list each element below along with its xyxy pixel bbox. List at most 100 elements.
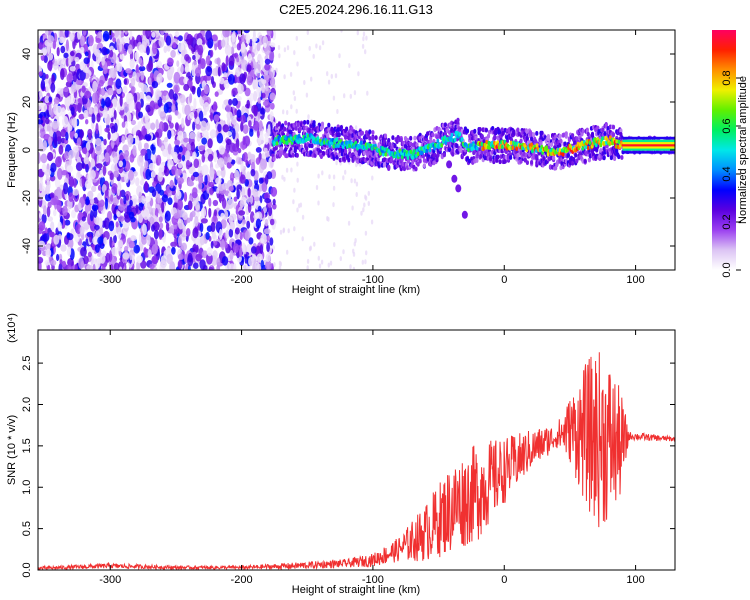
heatmap-cell xyxy=(81,85,86,93)
heatmap-cell xyxy=(269,92,276,101)
heatmap-cell xyxy=(217,123,222,133)
heatmap-cell xyxy=(205,65,213,77)
heatmap-cell xyxy=(95,163,103,169)
heatmap-cell xyxy=(60,68,65,81)
heatmap-cell xyxy=(64,219,71,226)
heatmap-cell xyxy=(416,161,420,167)
heatmap-cell xyxy=(208,148,213,154)
heatmap-cell xyxy=(198,110,204,122)
heatmap-cell xyxy=(257,136,262,146)
heatmap-cell xyxy=(228,55,235,67)
heatmap-cell xyxy=(352,266,356,270)
heatmap-cell xyxy=(110,125,116,134)
heatmap-cell xyxy=(104,127,111,133)
heatmap-cell xyxy=(535,154,539,160)
heatmap-cell xyxy=(183,191,188,202)
heatmap-cell xyxy=(117,102,121,113)
heatmap-cell xyxy=(192,121,196,131)
heatmap-cell xyxy=(167,57,174,66)
heatmap-cell xyxy=(94,244,100,253)
heatmap-cell xyxy=(174,110,179,116)
heatmap-cell xyxy=(196,131,201,142)
heatmap-cell xyxy=(218,228,223,240)
heatmap-cell xyxy=(421,153,425,159)
heatmap-cell xyxy=(350,126,354,132)
heatmap-cell xyxy=(354,125,358,131)
heatmap-cell xyxy=(92,80,98,93)
heatmap-cell xyxy=(501,144,504,150)
heatmap-cell xyxy=(264,63,271,71)
heatmap-cell xyxy=(317,173,320,179)
heatmap-cell xyxy=(45,174,50,183)
heatmap-cell xyxy=(225,131,232,137)
heatmap-cell xyxy=(228,263,236,270)
heatmap-cell xyxy=(160,105,165,112)
heatmap-cell xyxy=(127,134,134,146)
heatmap-cell xyxy=(554,134,558,140)
heatmap-cell xyxy=(149,216,155,225)
heatmap-cell xyxy=(224,44,232,56)
heatmap-cell xyxy=(321,40,325,46)
heatmap-cell xyxy=(197,44,204,56)
heatmap-cell xyxy=(151,255,159,265)
heatmap-cell xyxy=(362,36,365,42)
heatmap-cell xyxy=(343,93,346,99)
heatmap-cell xyxy=(90,198,95,205)
heatmap-cell xyxy=(38,233,41,241)
heatmap-cell xyxy=(191,210,196,218)
heatmap-cell xyxy=(144,160,149,169)
heatmap-cell xyxy=(292,131,296,137)
heatmap-cell xyxy=(131,86,136,93)
heatmap-cell xyxy=(172,151,178,164)
heatmap-cell xyxy=(257,97,261,104)
heatmap-cell xyxy=(255,261,260,270)
heatmap-cell xyxy=(173,139,181,146)
heatmap-cell xyxy=(138,202,144,211)
heatmap-cell xyxy=(208,266,214,270)
heatmap-cell xyxy=(128,169,134,181)
heatmap-cell xyxy=(48,104,52,116)
heatmap-cell xyxy=(147,249,152,259)
heatmap-cell xyxy=(81,216,86,222)
heatmap-cell xyxy=(135,101,142,113)
heatmap-cell xyxy=(213,209,218,217)
heatmap-cell xyxy=(242,136,246,146)
heatmap-cell xyxy=(128,240,135,249)
heatmap-cell xyxy=(226,111,233,120)
heatmap-cell xyxy=(199,120,207,132)
heatmap-cell xyxy=(85,141,91,151)
heatmap-cell xyxy=(178,219,184,230)
heatmap-cell xyxy=(249,128,254,137)
heatmap-cell xyxy=(362,207,365,213)
heatmap-cell xyxy=(237,83,244,95)
heatmap-cell xyxy=(353,178,357,184)
heatmap-cell xyxy=(66,264,73,270)
heatmap-cell xyxy=(149,263,155,270)
heatmap-cell xyxy=(245,159,249,167)
heatmap-cell xyxy=(261,84,265,94)
heatmap-cell xyxy=(187,181,195,187)
heatmap-cell xyxy=(238,210,246,216)
heatmap-cell xyxy=(273,262,276,268)
heatmap-cell xyxy=(317,200,320,206)
heatmap-cell xyxy=(546,134,551,139)
heatmap-cell xyxy=(113,144,118,153)
heatmap-cell xyxy=(611,132,616,138)
heatmap-cell xyxy=(40,153,48,164)
heatmap-cell xyxy=(117,184,120,197)
heatmap-cell xyxy=(282,228,285,234)
heatmap-cell xyxy=(205,30,213,42)
heatmap-cell xyxy=(264,58,271,65)
heatmap-cell xyxy=(47,151,54,162)
heatmap-cell xyxy=(45,248,52,258)
heatmap-cell xyxy=(364,259,367,265)
heatmap-cell xyxy=(215,177,222,185)
heatmap-cell xyxy=(241,41,246,53)
heatmap-cell xyxy=(240,121,244,132)
heatmap-cell xyxy=(97,185,102,191)
heatmap-cell xyxy=(511,145,515,151)
heatmap-cell xyxy=(79,70,86,81)
heatmap-cell xyxy=(321,170,324,176)
heatmap-cell xyxy=(63,182,69,195)
heatmap-cell xyxy=(286,249,289,255)
